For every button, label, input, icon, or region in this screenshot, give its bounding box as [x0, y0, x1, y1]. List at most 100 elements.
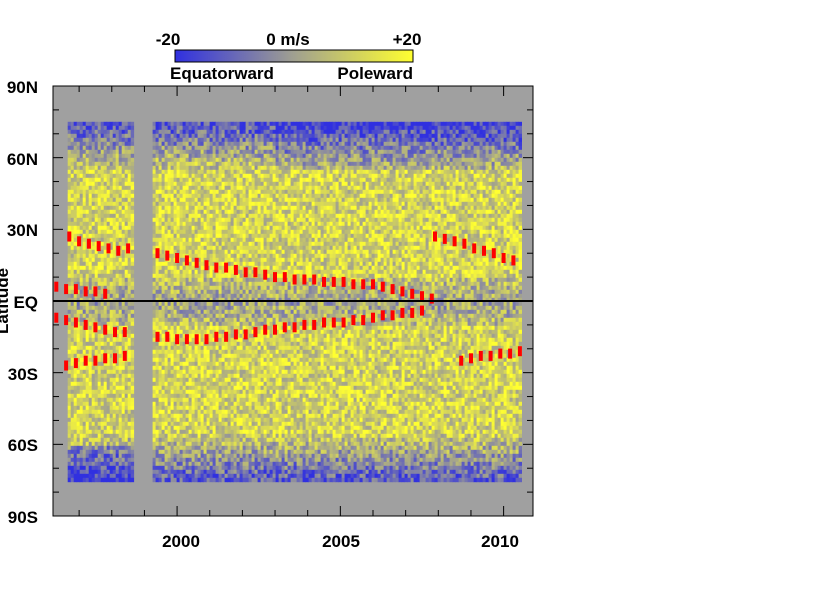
- heatmap-cell: [209, 429, 213, 435]
- heatmap-cell: [167, 145, 171, 151]
- heatmap-cell: [82, 157, 87, 163]
- heatmap-cell: [115, 401, 120, 407]
- heatmap-cell: [88, 229, 93, 235]
- heatmap-cell: [100, 385, 105, 391]
- heatmap-cell: [221, 333, 225, 339]
- heatmap-cell: [209, 225, 213, 231]
- heatmap-cell: [167, 437, 171, 443]
- heatmap-cell: [124, 269, 129, 275]
- heatmap-cell: [245, 381, 249, 387]
- heatmap-cell: [127, 405, 132, 411]
- heatmap-cell: [242, 189, 246, 195]
- heatmap-cell: [215, 201, 219, 207]
- heatmap-cell: [218, 381, 222, 387]
- heatmap-cell: [167, 417, 171, 423]
- heatmap-cell: [94, 245, 99, 251]
- heatmap-cell: [185, 193, 189, 199]
- heatmap-cell: [179, 177, 183, 183]
- heatmap-cell: [245, 309, 249, 315]
- heatmap-cell: [203, 353, 207, 359]
- heatmap-cell: [182, 401, 186, 407]
- heatmap-cell: [173, 129, 177, 135]
- heatmap-cell: [100, 237, 105, 243]
- heatmap-cell: [227, 289, 231, 295]
- heatmap-cell: [70, 389, 75, 395]
- heatmap-cell: [130, 241, 135, 247]
- heatmap-cell: [182, 369, 186, 375]
- heatmap-cell: [97, 317, 102, 323]
- heatmap-cell: [215, 377, 219, 383]
- heatmap-cell: [197, 453, 201, 459]
- heatmap-cell: [227, 333, 231, 339]
- heatmap-cell: [161, 189, 165, 195]
- heatmap-cell: [248, 417, 252, 423]
- heatmap-cell: [70, 301, 75, 307]
- heatmap-cell: [179, 381, 183, 387]
- heatmap-cell: [194, 405, 198, 411]
- heatmap-cell: [248, 349, 252, 355]
- heatmap-cell: [185, 433, 189, 439]
- heatmap-cell: [197, 309, 201, 315]
- heatmap-cell: [182, 377, 186, 383]
- heatmap-cell: [164, 233, 168, 239]
- heatmap-cell: [182, 217, 186, 223]
- heatmap-cell: [94, 201, 99, 207]
- heatmap-cell: [152, 249, 156, 255]
- heatmap-cell: [179, 445, 183, 451]
- heatmap-cell: [88, 333, 93, 339]
- heatmap-cell: [124, 305, 129, 311]
- heatmap-cell: [176, 289, 180, 295]
- heatmap-cell: [124, 253, 129, 259]
- heatmap-cell: [155, 309, 159, 315]
- heatmap-cell: [173, 397, 177, 403]
- heatmap-cell: [88, 461, 93, 467]
- heatmap-cell: [194, 253, 198, 259]
- heatmap-cell: [206, 473, 210, 479]
- heatmap-cell: [91, 373, 96, 379]
- heatmap-cell: [164, 385, 168, 391]
- heatmap-cell: [230, 253, 234, 259]
- heatmap-cell: [221, 185, 225, 191]
- heatmap-cell: [112, 433, 117, 439]
- heatmap-cell: [164, 165, 168, 171]
- heatmap-cell: [233, 305, 237, 311]
- heatmap-cell: [221, 345, 225, 351]
- heatmap-cell: [79, 433, 84, 439]
- heatmap-cell: [158, 409, 162, 415]
- heatmap-cell: [197, 413, 201, 419]
- heatmap-cell: [85, 209, 90, 215]
- heatmap-cell: [118, 365, 123, 371]
- heatmap-cell: [209, 141, 213, 147]
- heatmap-cell: [100, 169, 105, 175]
- heatmap-cell: [179, 405, 183, 411]
- heatmap-cell: [91, 273, 96, 279]
- heatmap-cell: [97, 381, 102, 387]
- heatmap-cell: [73, 469, 78, 475]
- heatmap-cell: [212, 469, 216, 475]
- heatmap-cell: [158, 205, 162, 211]
- heatmap-cell: [212, 281, 216, 287]
- heatmap-cell: [176, 309, 180, 315]
- heatmap-cell: [215, 453, 219, 459]
- heatmap-cell: [236, 289, 240, 295]
- heatmap-cell: [230, 405, 234, 411]
- heatmap-cell: [215, 417, 219, 423]
- heatmap-cell: [103, 401, 108, 407]
- heatmap-cell: [76, 281, 81, 287]
- heatmap-cell: [227, 301, 231, 307]
- heatmap-cell: [170, 477, 174, 483]
- heatmap-cell: [182, 229, 186, 235]
- heatmap-cell: [130, 237, 135, 243]
- heatmap-cell: [115, 437, 120, 443]
- heatmap-cell: [70, 381, 75, 387]
- heatmap-cell: [188, 369, 192, 375]
- heatmap-cell: [197, 253, 201, 259]
- heatmap-cell: [215, 277, 219, 283]
- heatmap-cell: [191, 225, 195, 231]
- heatmap-cell: [158, 473, 162, 479]
- heatmap-cell: [118, 393, 123, 399]
- heatmap-cell: [194, 449, 198, 455]
- heatmap-cell: [82, 449, 87, 455]
- heatmap-cell: [218, 133, 222, 139]
- heatmap-cell: [224, 213, 228, 219]
